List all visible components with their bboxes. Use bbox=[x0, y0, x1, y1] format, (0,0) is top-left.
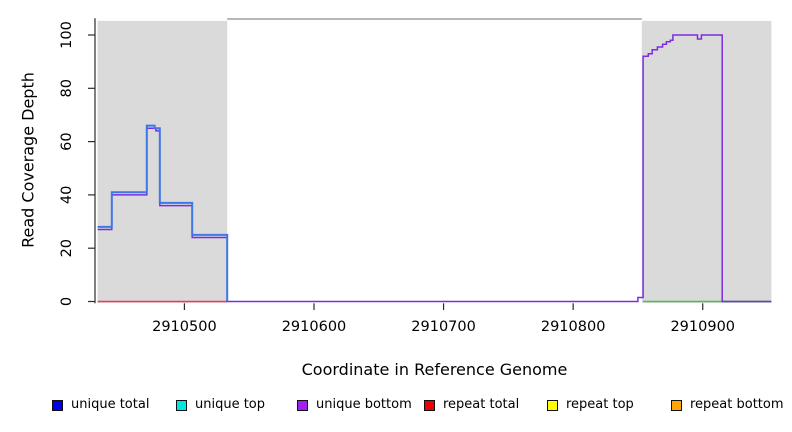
legend-item-unique-bottom: unique bottom bbox=[297, 398, 412, 412]
legend-swatch-unique-bottom bbox=[297, 399, 308, 411]
y-tick-label: 80 bbox=[59, 79, 75, 97]
legend-swatch-repeat-total bbox=[424, 399, 435, 411]
y-tick-label: 60 bbox=[59, 132, 75, 150]
x-tick-label: 2910700 bbox=[411, 319, 476, 335]
legend: unique total unique top unique bottom repea… bbox=[0, 398, 792, 414]
x-tick-label: 2910500 bbox=[152, 319, 217, 335]
legend-label-unique-bottom: unique bottom bbox=[316, 397, 412, 412]
x-axis-title: Coordinate in Reference Genome bbox=[301, 360, 568, 379]
legend-item-unique-top: unique top bbox=[176, 398, 265, 412]
series-unique-total bbox=[97, 124, 229, 302]
legend-label-repeat-total: repeat total bbox=[443, 397, 520, 412]
y-axis-title: Read Coverage Depth bbox=[18, 72, 38, 248]
legend-item-repeat-top: repeat top bbox=[547, 398, 634, 412]
y-tick-label: 100 bbox=[59, 21, 75, 49]
x-tick-label: 2910800 bbox=[541, 319, 606, 335]
legend-label-repeat-top: repeat top bbox=[566, 397, 634, 412]
x-tick-label: 2910600 bbox=[282, 319, 347, 335]
series-unique-bottom bbox=[97, 34, 772, 303]
legend-swatch-repeat-top bbox=[547, 399, 558, 411]
y-tick-label: 20 bbox=[59, 239, 75, 257]
legend-swatch-unique-top bbox=[176, 399, 187, 411]
legend-label-unique-top: unique top bbox=[195, 397, 266, 412]
left-gray-region bbox=[97, 20, 228, 303]
legend-item-repeat-bottom: repeat bottom bbox=[671, 398, 784, 412]
legend-swatch-unique-total bbox=[52, 399, 63, 411]
y-tick-label: 0 bbox=[59, 297, 75, 306]
legend-label-repeat-bottom: repeat bottom bbox=[690, 397, 784, 412]
legend-item-unique-total: unique total bbox=[52, 398, 149, 412]
legend-swatch-repeat-bottom bbox=[671, 399, 682, 411]
right-gray-region bbox=[641, 20, 772, 303]
legend-item-repeat-total: repeat total bbox=[424, 398, 519, 412]
y-tick-label: 40 bbox=[59, 186, 75, 204]
legend-label-unique-total: unique total bbox=[71, 397, 150, 412]
x-tick-label: 2910900 bbox=[670, 319, 735, 335]
